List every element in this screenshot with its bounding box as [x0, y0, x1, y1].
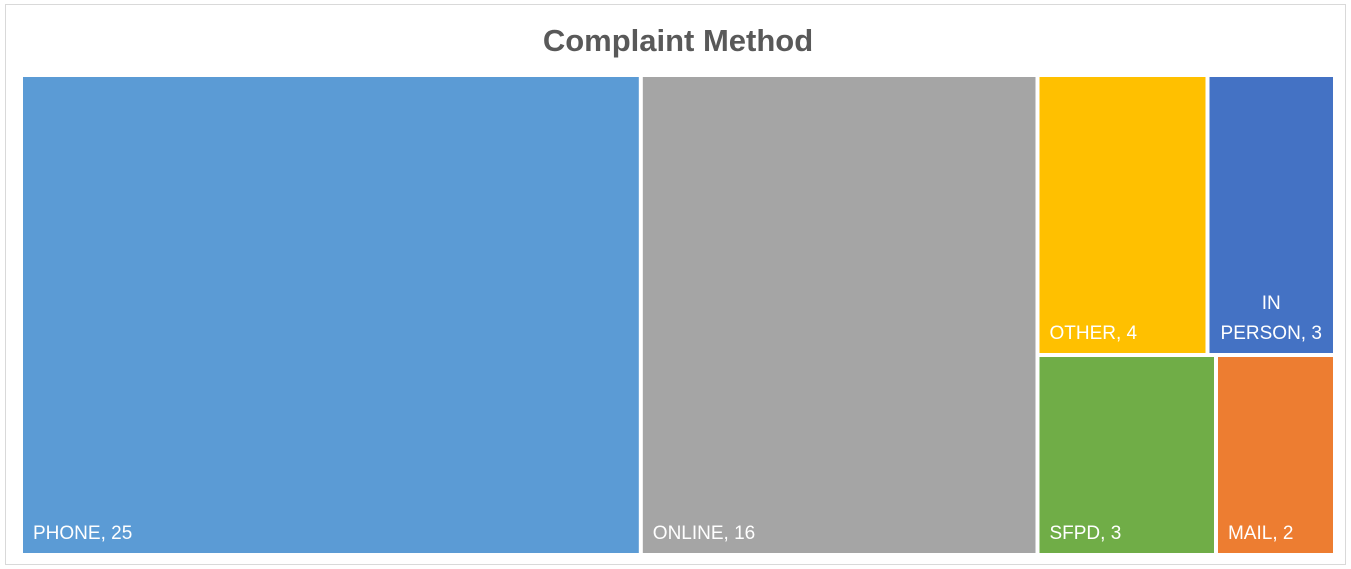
tile-label-line: PERSON, 3	[1221, 323, 1322, 344]
tile	[1039, 357, 1214, 553]
tile-label: SFPD, 3	[1049, 523, 1121, 544]
tile	[1039, 77, 1206, 353]
chart-title: Complaint Method	[543, 23, 813, 58]
tile-label: MAIL, 2	[1228, 523, 1293, 544]
tile	[1217, 357, 1333, 553]
tile	[642, 77, 1036, 553]
tile	[23, 77, 639, 553]
tile-label: OTHER, 4	[1049, 323, 1137, 344]
tile-label-line: IN	[1262, 293, 1281, 314]
tile-label: PHONE, 25	[33, 523, 132, 544]
tile-label: ONLINE, 16	[653, 523, 755, 544]
tile	[1209, 77, 1333, 353]
tile-label: IN PERSON, 3	[1221, 293, 1322, 344]
